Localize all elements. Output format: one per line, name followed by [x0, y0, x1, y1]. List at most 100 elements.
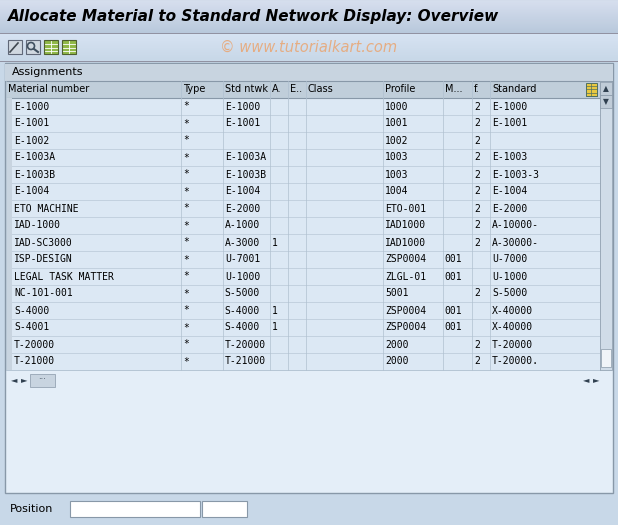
Bar: [6, 98, 12, 115]
Bar: [5, 63, 613, 81]
Bar: [6, 353, 12, 370]
Bar: [6, 234, 600, 251]
Bar: [8, 40, 22, 54]
Text: S-4001: S-4001: [14, 322, 49, 332]
Bar: [30, 374, 55, 387]
Text: T-21000: T-21000: [14, 356, 55, 366]
Text: ◄: ◄: [583, 375, 589, 384]
Text: E-1004: E-1004: [225, 186, 260, 196]
Text: 1: 1: [273, 237, 278, 247]
Bar: [6, 183, 600, 200]
Bar: [6, 132, 600, 149]
Text: X-40000: X-40000: [492, 322, 533, 332]
Text: A-1000: A-1000: [225, 220, 260, 230]
Text: f.: f.: [474, 85, 480, 94]
Text: IAD1000: IAD1000: [385, 220, 426, 230]
Text: ZSP0004: ZSP0004: [385, 255, 426, 265]
Text: ►: ►: [593, 375, 599, 384]
Bar: [6, 98, 600, 115]
Text: 2: 2: [474, 356, 480, 366]
Text: 001: 001: [444, 255, 462, 265]
Bar: [44, 40, 58, 54]
Text: U-7001: U-7001: [225, 255, 260, 265]
Text: T-21000: T-21000: [225, 356, 266, 366]
Text: U-1000: U-1000: [492, 271, 527, 281]
Text: A.: A.: [273, 85, 282, 94]
Text: E-1001: E-1001: [14, 119, 49, 129]
Text: X-40000: X-40000: [492, 306, 533, 316]
Bar: [6, 115, 12, 132]
Text: S-5000: S-5000: [492, 289, 527, 299]
Text: Allocate Material to Standard Network Display: Overview: Allocate Material to Standard Network Di…: [8, 9, 499, 24]
Text: U-1000: U-1000: [225, 271, 260, 281]
Text: 5001: 5001: [385, 289, 408, 299]
Text: E..: E..: [290, 85, 302, 94]
Text: Class: Class: [308, 85, 334, 94]
Bar: [6, 251, 12, 268]
Bar: [6, 183, 12, 200]
Text: ISP-DESIGN: ISP-DESIGN: [14, 255, 73, 265]
Text: *: *: [183, 255, 189, 265]
Bar: [586, 83, 597, 96]
Text: 2: 2: [474, 119, 480, 129]
Text: 1002: 1002: [385, 135, 408, 145]
Text: *: *: [183, 220, 189, 230]
Text: 1000: 1000: [385, 101, 408, 111]
Text: E-2000: E-2000: [225, 204, 260, 214]
Text: NC-101-001: NC-101-001: [14, 289, 73, 299]
Text: *: *: [183, 322, 189, 332]
Text: *: *: [183, 186, 189, 196]
Text: U-7000: U-7000: [492, 255, 527, 265]
Text: A-3000: A-3000: [225, 237, 260, 247]
Bar: [600, 95, 612, 108]
Text: 2: 2: [474, 135, 480, 145]
Text: ETO MACHINE: ETO MACHINE: [14, 204, 78, 214]
Text: E-1004: E-1004: [492, 186, 527, 196]
Bar: [6, 353, 600, 370]
Text: 2: 2: [474, 237, 480, 247]
Text: *: *: [183, 204, 189, 214]
Text: ▲: ▲: [603, 84, 609, 93]
Text: S-4000: S-4000: [225, 322, 260, 332]
Text: Type: Type: [183, 85, 206, 94]
Bar: [6, 268, 12, 285]
Text: E-1000: E-1000: [14, 101, 49, 111]
Text: ▼: ▼: [603, 97, 609, 106]
Text: 2: 2: [474, 101, 480, 111]
Bar: [6, 285, 600, 302]
Text: E-1003-3: E-1003-3: [492, 170, 539, 180]
Text: IAD-1000: IAD-1000: [14, 220, 61, 230]
Text: *: *: [183, 101, 189, 111]
Text: T-20000: T-20000: [225, 340, 266, 350]
Text: ◄: ◄: [11, 375, 17, 384]
Text: 2000: 2000: [385, 356, 408, 366]
Text: T-20000: T-20000: [492, 340, 533, 350]
Text: 2: 2: [474, 186, 480, 196]
Bar: [600, 81, 612, 370]
Bar: [6, 319, 12, 336]
Text: *: *: [183, 119, 189, 129]
Text: ZSP0004: ZSP0004: [385, 322, 426, 332]
Text: 2000: 2000: [385, 340, 408, 350]
Text: *: *: [183, 170, 189, 180]
Bar: [62, 40, 76, 54]
Bar: [6, 81, 600, 98]
Bar: [70, 501, 200, 517]
Bar: [6, 234, 12, 251]
Bar: [0, 0, 618, 33]
Text: T-20000: T-20000: [14, 340, 55, 350]
Bar: [6, 302, 600, 319]
Bar: [6, 336, 600, 353]
Text: E-1003B: E-1003B: [14, 170, 55, 180]
Text: Std ntwk: Std ntwk: [225, 85, 268, 94]
Bar: [6, 285, 12, 302]
Text: E-1001: E-1001: [492, 119, 527, 129]
Text: E-1003: E-1003: [492, 152, 527, 163]
Bar: [6, 200, 12, 217]
Text: S-4000: S-4000: [225, 306, 260, 316]
Text: T-20000.: T-20000.: [492, 356, 539, 366]
Text: 2: 2: [474, 289, 480, 299]
Text: *: *: [183, 340, 189, 350]
Text: ZSP0004: ZSP0004: [385, 306, 426, 316]
Text: ETO-001: ETO-001: [385, 204, 426, 214]
